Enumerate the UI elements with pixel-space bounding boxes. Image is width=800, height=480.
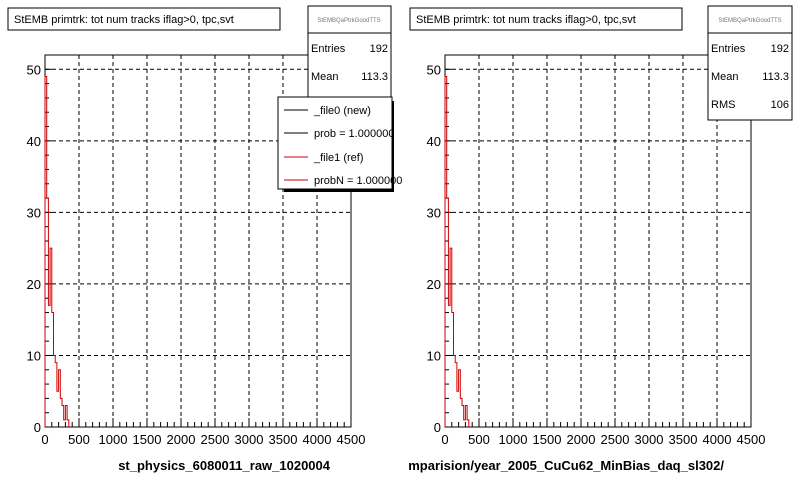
left-title-box xyxy=(7,7,281,31)
legend-label-probn: probN = 1.000000 xyxy=(314,175,402,187)
legend-label-file0: _file0 (new) xyxy=(313,105,371,117)
left-title: StEMB primtrk: tot num tracks iflag>0, t… xyxy=(14,14,234,26)
left-stats-box: StEMBQaPtrkGoodTTS Entries 192 Mean 113.… xyxy=(307,5,392,103)
y-tick-label: 50 xyxy=(427,62,441,77)
right-stats-entries-label: Entries xyxy=(711,43,746,55)
x-tick-label: 4000 xyxy=(703,432,732,447)
left-stats-entries-label: Entries xyxy=(311,43,346,55)
x-tick-label: 2000 xyxy=(167,432,196,447)
left-stats-entries-value: 192 xyxy=(370,43,388,55)
x-tick-label: 500 xyxy=(468,432,490,447)
y-tick-label: 10 xyxy=(427,348,441,363)
right-stats-rms-label: RMS xyxy=(711,99,735,111)
x-tick-label: 2000 xyxy=(567,432,596,447)
legend-label-prob: prob = 1.000000 xyxy=(314,128,394,140)
x-tick-label: 3000 xyxy=(235,432,264,447)
x-tick-label: 3500 xyxy=(269,432,298,447)
right-stats-mean-value: 113.3 xyxy=(762,71,789,83)
y-tick-label: 0 xyxy=(434,420,441,435)
x-tick-label: 1000 xyxy=(499,432,528,447)
left-grid xyxy=(45,55,351,427)
x-tick-label: 0 xyxy=(41,432,48,447)
right-plot-frame xyxy=(444,54,752,428)
right-histogram-pad: StEMB primtrk: tot num tracks iflag>0, t… xyxy=(408,5,793,473)
left-histogram-pad: StEMB primtrk: tot num tracks iflag>0, t… xyxy=(7,5,402,473)
y-tick-label: 10 xyxy=(27,348,41,363)
y-tick-label: 40 xyxy=(27,134,41,149)
x-tick-label: 3000 xyxy=(635,432,664,447)
left-y-ticks: 0 10 20 30 40 50 xyxy=(27,54,52,435)
y-tick-label: 30 xyxy=(27,205,41,220)
x-tick-label: 4500 xyxy=(737,432,766,447)
left-histogram-series xyxy=(44,75,70,427)
y-tick-label: 30 xyxy=(427,205,441,220)
left-x-axis-title: st_physics_6080011_raw_1020004 xyxy=(118,458,331,473)
right-stats-rms-value: 106 xyxy=(771,99,789,111)
right-title: StEMB primtrk: tot num tracks iflag>0, t… xyxy=(416,14,636,26)
y-tick-label: 50 xyxy=(27,62,41,77)
right-grid xyxy=(445,55,751,427)
x-tick-label: 1500 xyxy=(133,432,162,447)
x-tick-label: 2500 xyxy=(601,432,630,447)
legend-box: _file0 (new) prob = 1.000000 _file1 (ref… xyxy=(277,96,402,192)
x-tick-label: 0 xyxy=(441,432,448,447)
left-stats-name: StEMBQaPtrkGoodTTS xyxy=(317,18,380,24)
y-tick-label: 40 xyxy=(427,134,441,149)
x-tick-label: 4000 xyxy=(303,432,332,447)
x-tick-label: 2500 xyxy=(201,432,230,447)
y-tick-label: 20 xyxy=(27,277,41,292)
left-stats-mean-label: Mean xyxy=(311,71,339,83)
right-stats-name: StEMBQaPtrkGoodTTS xyxy=(718,18,781,24)
right-histogram-series xyxy=(444,75,470,427)
x-tick-label: 1500 xyxy=(533,432,562,447)
right-stats-box: StEMBQaPtrkGoodTTS Entries 192 Mean 113.… xyxy=(707,5,793,121)
right-x-ticks: 0 500 1000 1500 2000 2500 3000 3500 4000 4500 xyxy=(441,418,765,447)
left-x-ticks: 0 500 1000 1500 2000 2500 3000 3500 4000 4500 xyxy=(41,418,365,447)
y-tick-label: 0 xyxy=(34,420,41,435)
legend-label-file1: _file1 (ref) xyxy=(313,152,364,164)
left-stats-mean-value: 113.3 xyxy=(361,71,388,83)
right-x-axis-title: mparision/year_2005_CuCu62_MinBias_daq_s… xyxy=(408,458,724,473)
y-tick-label: 20 xyxy=(427,277,441,292)
x-tick-label: 4500 xyxy=(337,432,366,447)
x-tick-label: 3500 xyxy=(669,432,698,447)
right-stats-entries-value: 192 xyxy=(771,43,789,55)
x-tick-label: 500 xyxy=(68,432,90,447)
x-tick-label: 1000 xyxy=(99,432,128,447)
right-title-box xyxy=(409,7,683,31)
right-stats-mean-label: Mean xyxy=(711,71,739,83)
